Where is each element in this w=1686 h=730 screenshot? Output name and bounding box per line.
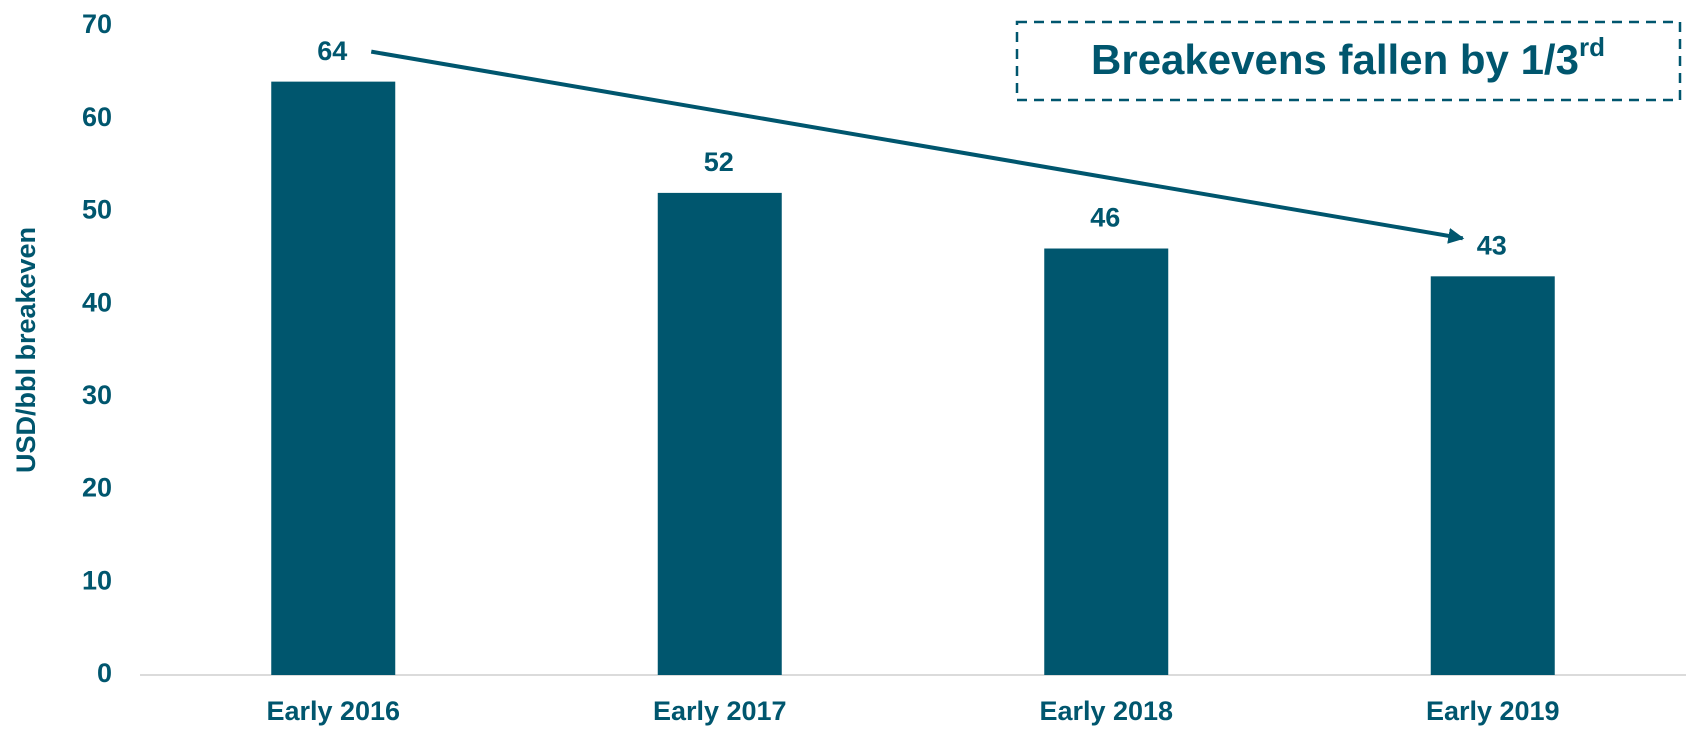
annotation: Breakevens fallen by 1/3rd: [1091, 32, 1605, 83]
bar: [271, 81, 396, 676]
bar: [1430, 276, 1555, 675]
data-label: 46: [1090, 203, 1120, 233]
data-label: 64: [317, 36, 347, 66]
data-label: 43: [1477, 230, 1507, 260]
y-tick-label: 60: [82, 102, 112, 132]
y-tick-label: 10: [82, 565, 112, 595]
y-tick-label: 50: [82, 195, 112, 225]
x-tick-label: Early 2016: [266, 696, 400, 726]
y-tick-label: 40: [82, 287, 112, 317]
annotation-box: [1015, 20, 1682, 102]
y-tick-label: 20: [82, 473, 112, 503]
trend-arrow: [370, 49, 1465, 244]
bar: [657, 192, 782, 675]
y-tick-label: 0: [97, 658, 112, 688]
annotation-superscript: rd: [1579, 32, 1605, 62]
y-tick-label: 30: [82, 380, 112, 410]
x-tick-label: Early 2019: [1426, 696, 1560, 726]
y-tick-label: 70: [82, 9, 112, 39]
x-tick-label: Early 2017: [653, 696, 787, 726]
x-tick-label: Early 2018: [1039, 696, 1173, 726]
bar: [1044, 248, 1169, 675]
data-label: 52: [704, 147, 734, 177]
annotation-text: Breakevens fallen by 1/3: [1091, 36, 1579, 83]
y-axis-label: USD/bbl breakeven: [11, 227, 41, 473]
